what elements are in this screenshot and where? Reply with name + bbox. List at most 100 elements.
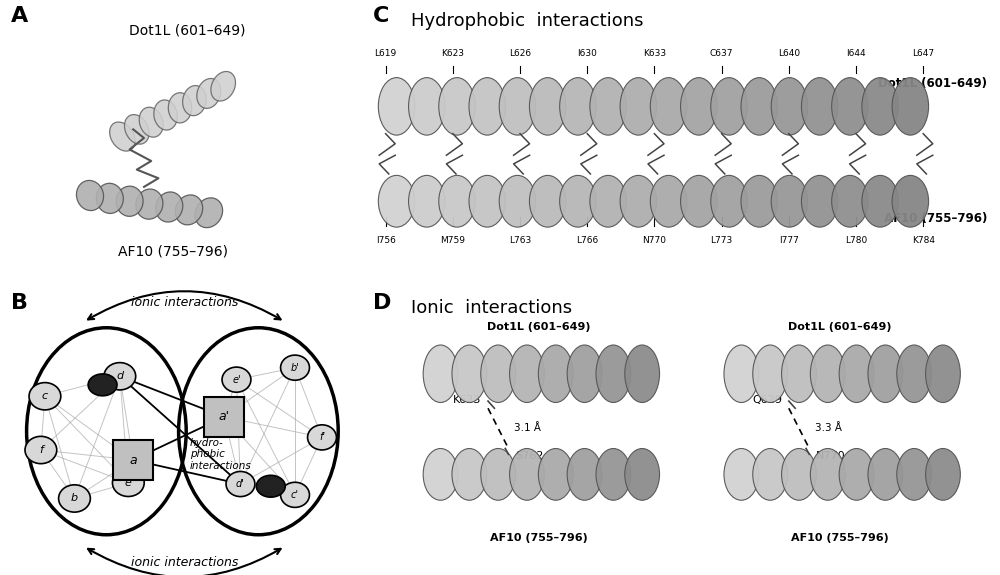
Ellipse shape bbox=[711, 78, 747, 135]
Text: L626: L626 bbox=[509, 48, 531, 58]
Ellipse shape bbox=[724, 448, 759, 500]
Ellipse shape bbox=[897, 345, 932, 402]
Ellipse shape bbox=[76, 181, 104, 210]
Text: ionic interactions: ionic interactions bbox=[131, 556, 238, 569]
Ellipse shape bbox=[538, 448, 573, 500]
Ellipse shape bbox=[452, 345, 487, 402]
Ellipse shape bbox=[741, 175, 777, 227]
Ellipse shape bbox=[481, 345, 516, 402]
Ellipse shape bbox=[620, 78, 657, 135]
Text: hydro-
phobic
interactions: hydro- phobic interactions bbox=[190, 438, 252, 471]
Text: D: D bbox=[373, 293, 391, 313]
Ellipse shape bbox=[423, 345, 458, 402]
Text: L640: L640 bbox=[778, 48, 800, 58]
Ellipse shape bbox=[839, 345, 874, 402]
Ellipse shape bbox=[104, 363, 136, 390]
Text: I644: I644 bbox=[846, 48, 866, 58]
Text: C637: C637 bbox=[710, 48, 733, 58]
Ellipse shape bbox=[195, 198, 223, 228]
Text: I630: I630 bbox=[577, 48, 597, 58]
Text: Dot1L (601–649): Dot1L (601–649) bbox=[129, 23, 245, 37]
Ellipse shape bbox=[625, 345, 660, 402]
Text: a: a bbox=[129, 454, 137, 466]
Ellipse shape bbox=[168, 93, 192, 123]
Text: M759: M759 bbox=[440, 236, 465, 245]
Text: f: f bbox=[39, 445, 43, 455]
Ellipse shape bbox=[801, 78, 838, 135]
Text: L619: L619 bbox=[374, 48, 397, 58]
Ellipse shape bbox=[650, 175, 687, 227]
Ellipse shape bbox=[211, 71, 236, 101]
Ellipse shape bbox=[124, 114, 149, 144]
Ellipse shape bbox=[810, 448, 845, 500]
Ellipse shape bbox=[560, 78, 596, 135]
Ellipse shape bbox=[197, 78, 221, 109]
Ellipse shape bbox=[510, 448, 544, 500]
Text: I756: I756 bbox=[376, 236, 396, 245]
Ellipse shape bbox=[782, 448, 816, 500]
Ellipse shape bbox=[538, 345, 573, 402]
Ellipse shape bbox=[892, 175, 929, 227]
Ellipse shape bbox=[810, 345, 845, 402]
Ellipse shape bbox=[596, 448, 631, 500]
Ellipse shape bbox=[832, 78, 868, 135]
Ellipse shape bbox=[926, 345, 960, 402]
Text: A: A bbox=[11, 6, 28, 26]
Ellipse shape bbox=[156, 192, 183, 222]
Ellipse shape bbox=[868, 448, 903, 500]
Ellipse shape bbox=[862, 78, 898, 135]
Ellipse shape bbox=[439, 175, 475, 227]
Ellipse shape bbox=[753, 345, 788, 402]
Ellipse shape bbox=[650, 78, 687, 135]
Text: L763: L763 bbox=[509, 236, 531, 245]
Ellipse shape bbox=[481, 448, 516, 500]
Ellipse shape bbox=[529, 78, 566, 135]
Text: e': e' bbox=[232, 375, 241, 385]
Ellipse shape bbox=[590, 175, 626, 227]
Ellipse shape bbox=[741, 78, 777, 135]
Ellipse shape bbox=[862, 175, 898, 227]
Text: 3.3 Å: 3.3 Å bbox=[815, 423, 842, 434]
Ellipse shape bbox=[116, 186, 143, 216]
Ellipse shape bbox=[801, 175, 838, 227]
Ellipse shape bbox=[96, 183, 123, 213]
Text: K623: K623 bbox=[441, 48, 464, 58]
Text: e: e bbox=[125, 478, 132, 488]
Ellipse shape bbox=[112, 469, 144, 496]
Text: AF10 (755–796): AF10 (755–796) bbox=[490, 534, 588, 543]
Text: f': f' bbox=[319, 432, 325, 442]
Text: d: d bbox=[116, 371, 123, 381]
Ellipse shape bbox=[175, 195, 203, 225]
Text: AF10 (755–796): AF10 (755–796) bbox=[791, 534, 889, 543]
Text: B: B bbox=[11, 293, 28, 313]
Text: L773: L773 bbox=[710, 236, 733, 245]
Text: a': a' bbox=[219, 411, 230, 423]
Text: K784: K784 bbox=[912, 236, 935, 245]
Text: L766: L766 bbox=[576, 236, 598, 245]
Text: c': c' bbox=[291, 490, 299, 500]
Ellipse shape bbox=[378, 78, 415, 135]
Ellipse shape bbox=[183, 86, 206, 116]
Ellipse shape bbox=[832, 175, 868, 227]
Ellipse shape bbox=[226, 472, 255, 497]
Ellipse shape bbox=[590, 78, 626, 135]
Text: Dot1L (601–649): Dot1L (601–649) bbox=[487, 322, 591, 332]
Ellipse shape bbox=[281, 355, 309, 380]
Ellipse shape bbox=[596, 345, 631, 402]
Ellipse shape bbox=[222, 367, 251, 392]
Ellipse shape bbox=[625, 448, 660, 500]
Ellipse shape bbox=[681, 175, 717, 227]
Text: c: c bbox=[42, 391, 48, 401]
Ellipse shape bbox=[139, 107, 163, 137]
Ellipse shape bbox=[469, 175, 505, 227]
Text: Dot1L (601–649): Dot1L (601–649) bbox=[788, 322, 892, 332]
Text: K623: K623 bbox=[453, 396, 482, 405]
Ellipse shape bbox=[423, 448, 458, 500]
Text: L647: L647 bbox=[912, 48, 934, 58]
Ellipse shape bbox=[753, 448, 788, 500]
Ellipse shape bbox=[469, 78, 505, 135]
Ellipse shape bbox=[136, 189, 163, 219]
Text: C: C bbox=[373, 6, 389, 26]
Ellipse shape bbox=[771, 175, 808, 227]
Ellipse shape bbox=[681, 78, 717, 135]
